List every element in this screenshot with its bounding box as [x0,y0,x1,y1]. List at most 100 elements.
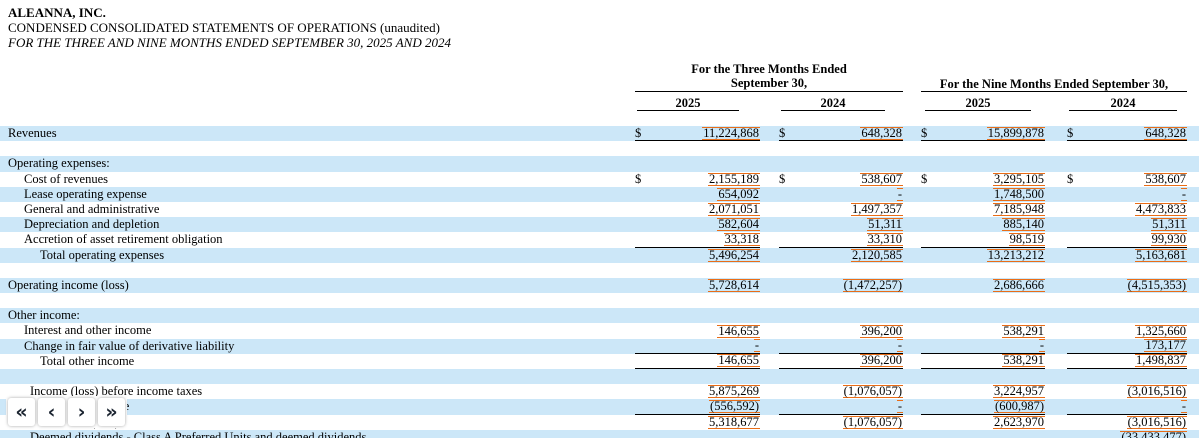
value-cell: 98,519 [921,232,1045,248]
previous-page-button[interactable]: ‹ [38,398,65,426]
value-cell [921,308,1045,323]
value-cell [921,263,1045,278]
column-gap [1045,232,1067,247]
value-cell: - [779,399,903,415]
column-gap [903,399,921,414]
column-gap [903,126,921,141]
next-page-button[interactable]: › [68,398,95,426]
value-cell [921,293,1045,308]
column-gap [903,415,921,430]
value-cell: 3,224,957 [921,384,1045,399]
value-cell: 33,318 [635,232,760,248]
table-row: Interest and other income 146,655 396,200 5… [0,323,1199,338]
value-cell: 2,071,051 [635,202,760,217]
tagged-value: 2,686,666 [993,277,1045,292]
value-cell: 4,473,833 [1067,202,1187,217]
row-tail-spacer [1187,399,1199,414]
statement-rows: Revenues $11,224,868 $648,328 $15,899,878 $6… [0,126,1199,438]
last-page-button[interactable]: » [98,398,125,426]
row-tail-spacer [1187,172,1199,187]
table-row [0,369,1199,385]
row-label: Revenues [8,126,57,140]
value-cell: (3,016,516) [1067,415,1187,430]
tagged-value: 2,120,585 [851,247,903,262]
column-gap [903,369,921,384]
value-cell: - [1067,398,1187,415]
currency-symbol: $ [635,126,642,141]
value-cell: - [779,339,903,354]
value-cell: 2,120,585 [779,248,903,263]
currency-symbol: $ [921,126,928,141]
value-cell [779,141,903,156]
year-header-9mo-2024: 2024 [1069,96,1177,111]
value-cell: (4,515,353) [1067,278,1187,293]
value-cell: 5,728,614 [635,278,760,293]
tagged-value: - [1180,186,1187,201]
row-label: Total operating expenses [40,247,165,262]
value-cell: 1,325,660 [1067,323,1187,338]
row-label: Operating expenses: [8,156,110,171]
column-gap [1045,323,1067,338]
row-label: Change in fair value of derivative liabi… [24,338,235,353]
table-row: Depreciation and depletion 582,604 51,311 8… [0,217,1199,233]
value-cell: 146,655 [635,354,760,369]
value-cell: (1,076,057) [779,415,903,430]
value-cell [1067,141,1187,156]
column-gap [760,172,779,187]
row-tail-spacer [1187,339,1199,354]
column-gap [1045,339,1067,354]
table-row: Net income (loss)5,318,677(1,076,057)2,6… [0,415,1199,430]
table-row: Accretion of asset retirement obligation… [0,231,1199,248]
year-header-3mo-2025: 2025 [637,96,739,111]
row-tail-spacer [1187,293,1199,308]
three-months-group-header: For the Three Months Ended September 30, [635,62,903,92]
column-gap [760,217,779,232]
row-label [0,293,635,308]
table-row: Operating expenses: [0,156,1199,172]
column-gap [903,156,921,171]
tagged-value: 5,163,681 [1135,247,1187,262]
tagged-value: - [1180,398,1187,413]
value-cell: 885,140 [921,217,1045,232]
column-gap [1045,308,1067,323]
column-gap [760,430,779,438]
tagged-value: - [1038,338,1045,353]
value-cell: 51,311 [1067,217,1187,232]
row-tail-spacer [1187,248,1199,263]
column-gap [1045,430,1067,438]
tagged-value: 99,930 [1150,231,1187,246]
statement-title: CONDENSED CONSOLIDATED STATEMENTS OF OPE… [8,20,440,35]
value-cell [635,369,760,384]
row-label: Interest and other income [24,323,152,338]
row-tail-spacer [1187,384,1199,399]
tagged-value: - [896,186,903,201]
value-cell [635,293,760,308]
row-label: Cost of revenues [24,171,109,186]
tagged-value: (600,987) [994,398,1045,413]
column-gap [903,187,921,202]
column-gap [1045,399,1067,414]
currency-symbol: $ [1067,172,1074,187]
value-cell [1067,308,1187,323]
column-gap [1045,369,1067,384]
row-label [0,369,635,384]
value-cell: 99,930 [1067,231,1187,248]
tagged-value: 15,899,878 [986,125,1045,140]
column-gap [760,202,779,217]
row-tail-spacer [1187,141,1199,156]
table-column-headers: For the Three Months Ended September 30,… [0,62,1199,126]
table-row: Cost of revenues $2,155,189 $538,607 $3,295… [0,172,1199,187]
value-cell: (600,987) [921,398,1045,415]
column-gap [760,369,779,384]
column-gap [760,323,779,338]
tagged-value: (3,016,516) [1126,414,1187,429]
tagged-value: 4,473,833 [1135,202,1187,217]
value-cell: - [1067,187,1187,202]
column-gap [1045,126,1067,141]
table-row: General and administrative 2,071,051 1,497… [0,202,1199,217]
first-page-button[interactable]: « [8,398,35,426]
tagged-value: 3,295,105 [993,171,1045,186]
chevron-right-icon: › [77,400,86,423]
column-gap [1045,172,1067,187]
